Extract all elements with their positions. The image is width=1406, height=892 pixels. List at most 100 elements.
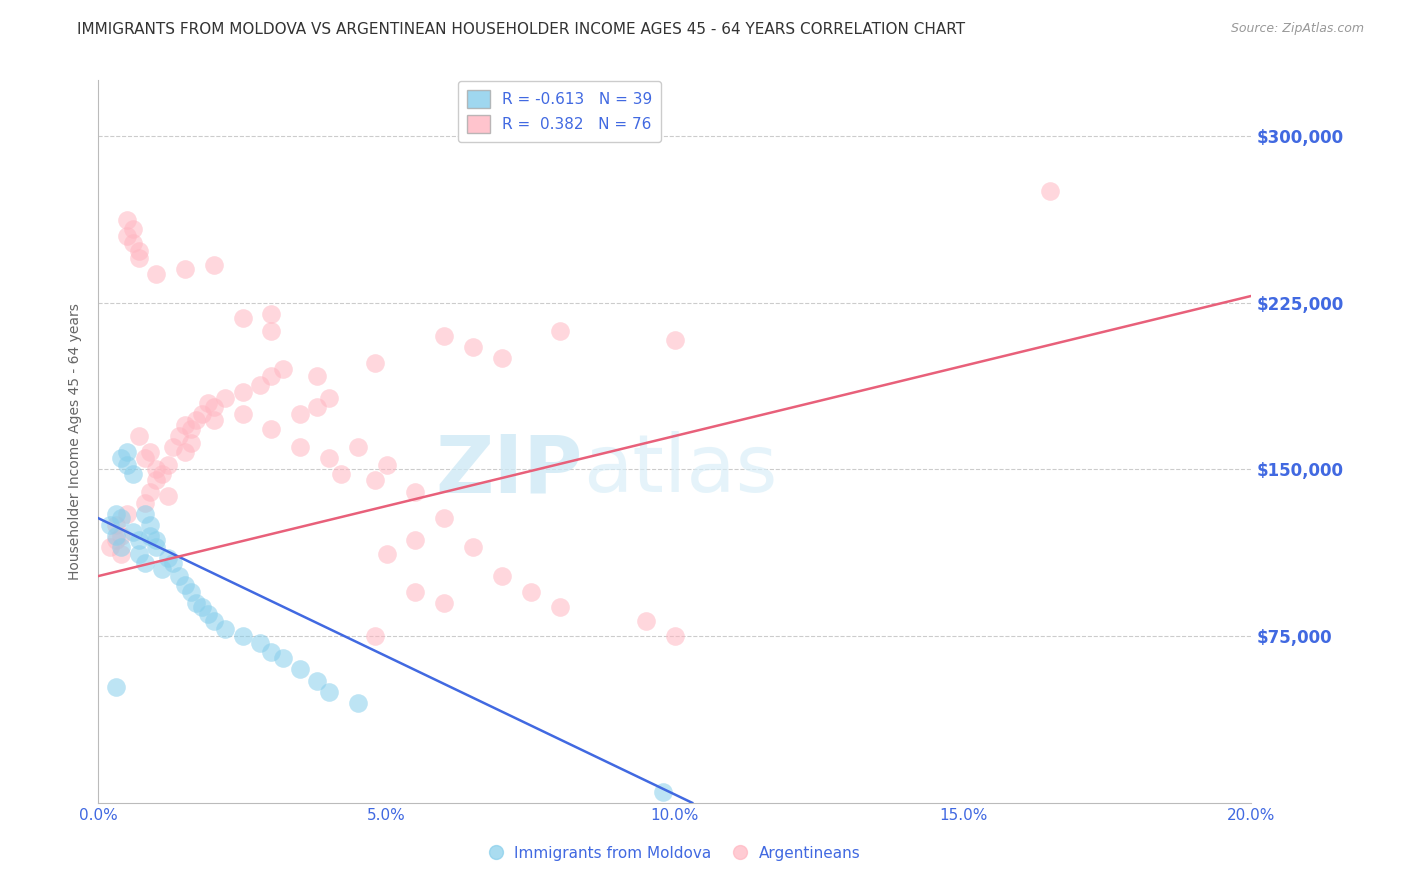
Point: [346, 696, 368, 710]
Point: [156, 458, 179, 472]
Point: [375, 458, 398, 472]
Point: [491, 569, 513, 583]
Point: [145, 462, 167, 476]
Point: [433, 329, 456, 343]
Point: [110, 451, 132, 466]
Point: [104, 507, 127, 521]
Point: [307, 368, 329, 383]
Point: [117, 444, 139, 458]
Point: [260, 645, 283, 659]
Point: [548, 325, 571, 339]
Point: [364, 356, 387, 370]
Point: [214, 391, 236, 405]
Point: [128, 251, 150, 265]
Point: [150, 562, 173, 576]
Point: [98, 517, 121, 532]
Point: [249, 636, 271, 650]
Point: [122, 235, 145, 250]
Point: [110, 511, 132, 525]
Point: [150, 467, 173, 481]
Point: [290, 440, 312, 454]
Point: [180, 422, 202, 436]
Point: [260, 325, 283, 339]
Point: [145, 474, 167, 488]
Point: [405, 484, 427, 499]
Point: [104, 517, 127, 532]
Point: [307, 673, 329, 688]
Point: [364, 474, 387, 488]
Point: [318, 391, 340, 405]
Point: [117, 213, 139, 227]
Point: [202, 400, 225, 414]
Point: [139, 484, 162, 499]
Point: [318, 684, 340, 698]
Point: [104, 529, 127, 543]
Point: [636, 614, 658, 628]
Point: [167, 429, 190, 443]
Point: [202, 413, 225, 427]
Y-axis label: Householder Income Ages 45 - 64 years: Householder Income Ages 45 - 64 years: [69, 303, 83, 580]
Point: [117, 507, 139, 521]
Point: [145, 533, 167, 548]
Point: [128, 244, 150, 259]
Point: [162, 440, 184, 454]
Point: [180, 435, 202, 450]
Point: [318, 451, 340, 466]
Point: [231, 311, 254, 326]
Point: [290, 407, 312, 421]
Point: [1039, 185, 1062, 199]
Point: [162, 556, 184, 570]
Point: [174, 417, 197, 432]
Point: [197, 395, 219, 409]
Point: [260, 307, 283, 321]
Point: [214, 623, 236, 637]
Point: [122, 222, 145, 236]
Point: [520, 584, 543, 599]
Point: [156, 489, 179, 503]
Point: [134, 507, 156, 521]
Point: [290, 662, 312, 676]
Point: [180, 584, 202, 599]
Point: [249, 377, 271, 392]
Point: [231, 629, 254, 643]
Point: [134, 496, 156, 510]
Point: [491, 351, 513, 366]
Point: [186, 413, 208, 427]
Point: [167, 569, 190, 583]
Point: [260, 368, 283, 383]
Text: atlas: atlas: [582, 432, 778, 509]
Point: [128, 533, 150, 548]
Point: [145, 540, 167, 554]
Point: [104, 533, 127, 548]
Point: [307, 400, 329, 414]
Point: [433, 596, 456, 610]
Point: [98, 540, 121, 554]
Point: [364, 629, 387, 643]
Point: [231, 384, 254, 399]
Point: [145, 267, 167, 281]
Point: [461, 540, 484, 554]
Point: [202, 258, 225, 272]
Point: [664, 334, 686, 348]
Point: [122, 467, 145, 481]
Point: [139, 529, 162, 543]
Point: [122, 524, 145, 539]
Point: [231, 407, 254, 421]
Point: [110, 529, 132, 543]
Point: [139, 444, 162, 458]
Point: [139, 517, 162, 532]
Point: [375, 547, 398, 561]
Point: [405, 584, 427, 599]
Point: [174, 578, 197, 592]
Point: [191, 600, 214, 615]
Point: [174, 262, 197, 277]
Point: [202, 614, 225, 628]
Point: [271, 651, 294, 665]
Point: [664, 629, 686, 643]
Point: [156, 551, 179, 566]
Point: [461, 340, 484, 354]
Text: IMMIGRANTS FROM MOLDOVA VS ARGENTINEAN HOUSEHOLDER INCOME AGES 45 - 64 YEARS COR: IMMIGRANTS FROM MOLDOVA VS ARGENTINEAN H…: [77, 22, 966, 37]
Point: [271, 362, 294, 376]
Point: [329, 467, 352, 481]
Point: [346, 440, 368, 454]
